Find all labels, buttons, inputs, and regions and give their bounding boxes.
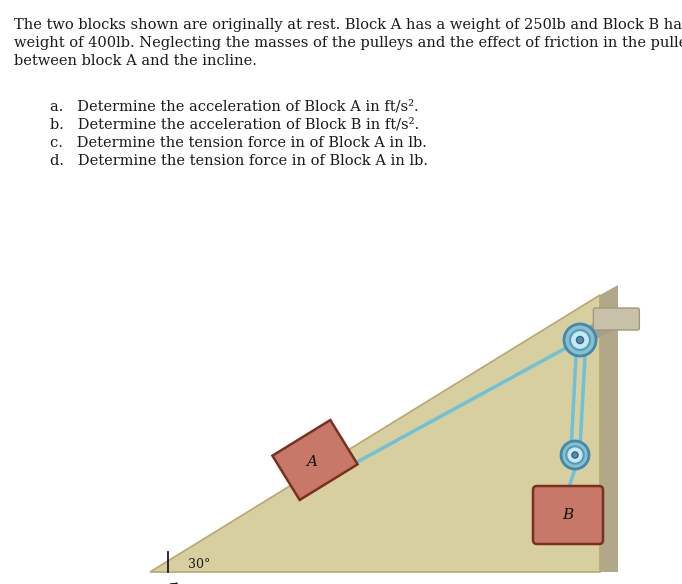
Text: B: B bbox=[563, 508, 574, 522]
Text: A: A bbox=[306, 455, 318, 469]
Polygon shape bbox=[150, 295, 600, 572]
Polygon shape bbox=[272, 420, 357, 500]
Text: d.   Determine the tension force in of Block A in lb.: d. Determine the tension force in of Blo… bbox=[50, 154, 428, 168]
Text: The two blocks shown are originally at rest. Block A has a weight of 250lb and B: The two blocks shown are originally at r… bbox=[14, 18, 682, 32]
Text: a.   Determine the acceleration of Block A in ft/s².: a. Determine the acceleration of Block A… bbox=[50, 100, 419, 114]
Text: weight of 400lb. Neglecting the masses of the pulleys and the effect of friction: weight of 400lb. Neglecting the masses o… bbox=[14, 36, 682, 50]
Text: b.   Determine the acceleration of Block B in ft/s².: b. Determine the acceleration of Block B… bbox=[50, 118, 419, 132]
Circle shape bbox=[572, 452, 578, 458]
Text: 30°: 30° bbox=[188, 558, 210, 571]
Text: between block A and the incline.: between block A and the incline. bbox=[14, 54, 257, 68]
Polygon shape bbox=[600, 285, 618, 572]
Circle shape bbox=[561, 441, 589, 469]
Circle shape bbox=[564, 324, 596, 356]
Circle shape bbox=[566, 446, 584, 464]
Circle shape bbox=[570, 330, 590, 350]
FancyBboxPatch shape bbox=[593, 308, 639, 330]
FancyBboxPatch shape bbox=[533, 486, 603, 544]
Circle shape bbox=[576, 336, 584, 343]
Text: c.   Determine the tension force in of Block A in lb.: c. Determine the tension force in of Blo… bbox=[50, 136, 427, 150]
